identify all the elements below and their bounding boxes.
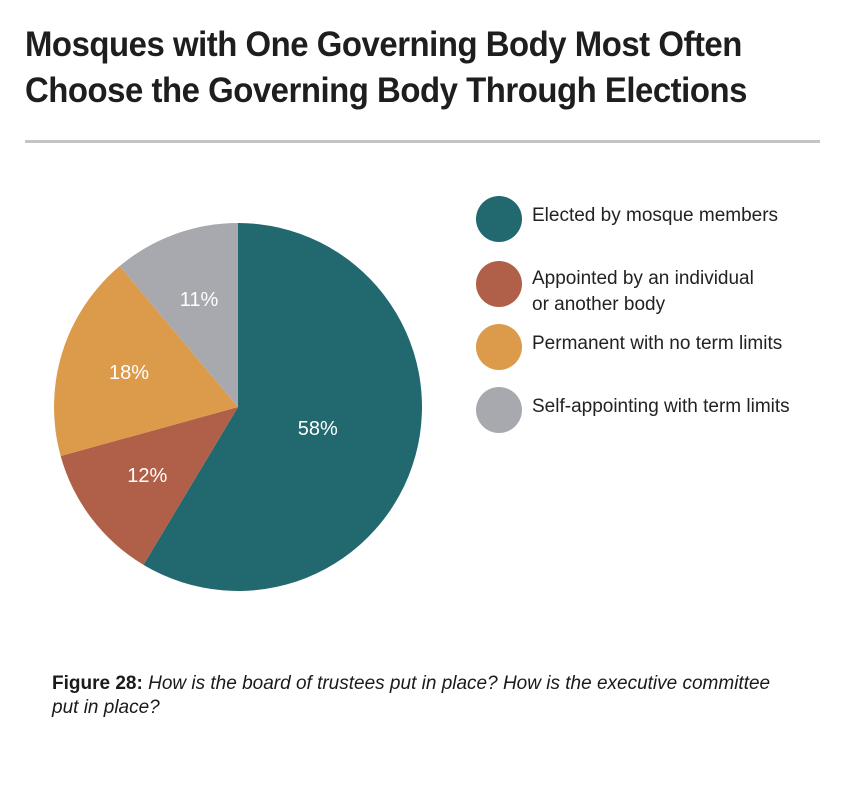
pie-label-elected: 58% (298, 418, 338, 440)
legend-label-self-appointing: Self-appointing with term limits (532, 394, 790, 420)
legend-label-appointed-line-1: Appointed by an individual (532, 268, 754, 289)
legend-label-permanent-line-1: Permanent with no term limits (532, 333, 783, 354)
legend-swatch-self-appointing (476, 387, 522, 433)
pie-chart: 58% 12% 18% 11% (54, 223, 422, 591)
pie-slice-permanent (54, 266, 239, 457)
pie-slice-appointed (60, 407, 238, 565)
legend-swatch-appointed (476, 261, 522, 307)
legend-label-elected-line-1: Elected by mosque members (532, 205, 779, 226)
chart-title-line-1: Mosques with One Governing Body Most Oft… (25, 25, 742, 64)
figure-caption: Figure 28: How is the board of trustees … (52, 672, 772, 720)
legend-swatch-elected (476, 196, 522, 242)
figure-number: Figure 28: (52, 673, 143, 694)
pie-slice-self-appointing (119, 223, 238, 407)
legend-label-self-appointing-line-1: Self-appointing with term limits (532, 396, 790, 417)
pie-slice-elected (143, 223, 422, 591)
title-divider (25, 140, 820, 143)
legend-label-appointed: Appointed by an individual or another bo… (532, 266, 754, 318)
pie-label-self-appointing: 11% (180, 289, 219, 311)
pie-label-appointed: 12% (127, 465, 167, 487)
legend-label-elected: Elected by mosque members (532, 203, 778, 229)
pie-label-permanent: 18% (109, 362, 149, 384)
figure-question: How is the board of trustees put in plac… (52, 673, 771, 718)
chart-title-line-2: Choose the Governing Body Through Electi… (25, 71, 747, 110)
legend-label-appointed-line-2: or another body (532, 294, 666, 315)
legend-swatch-permanent (476, 324, 522, 370)
chart-title: Mosques with One Governing Body Most Oft… (25, 22, 777, 114)
legend-label-permanent: Permanent with no term limits (532, 331, 782, 357)
